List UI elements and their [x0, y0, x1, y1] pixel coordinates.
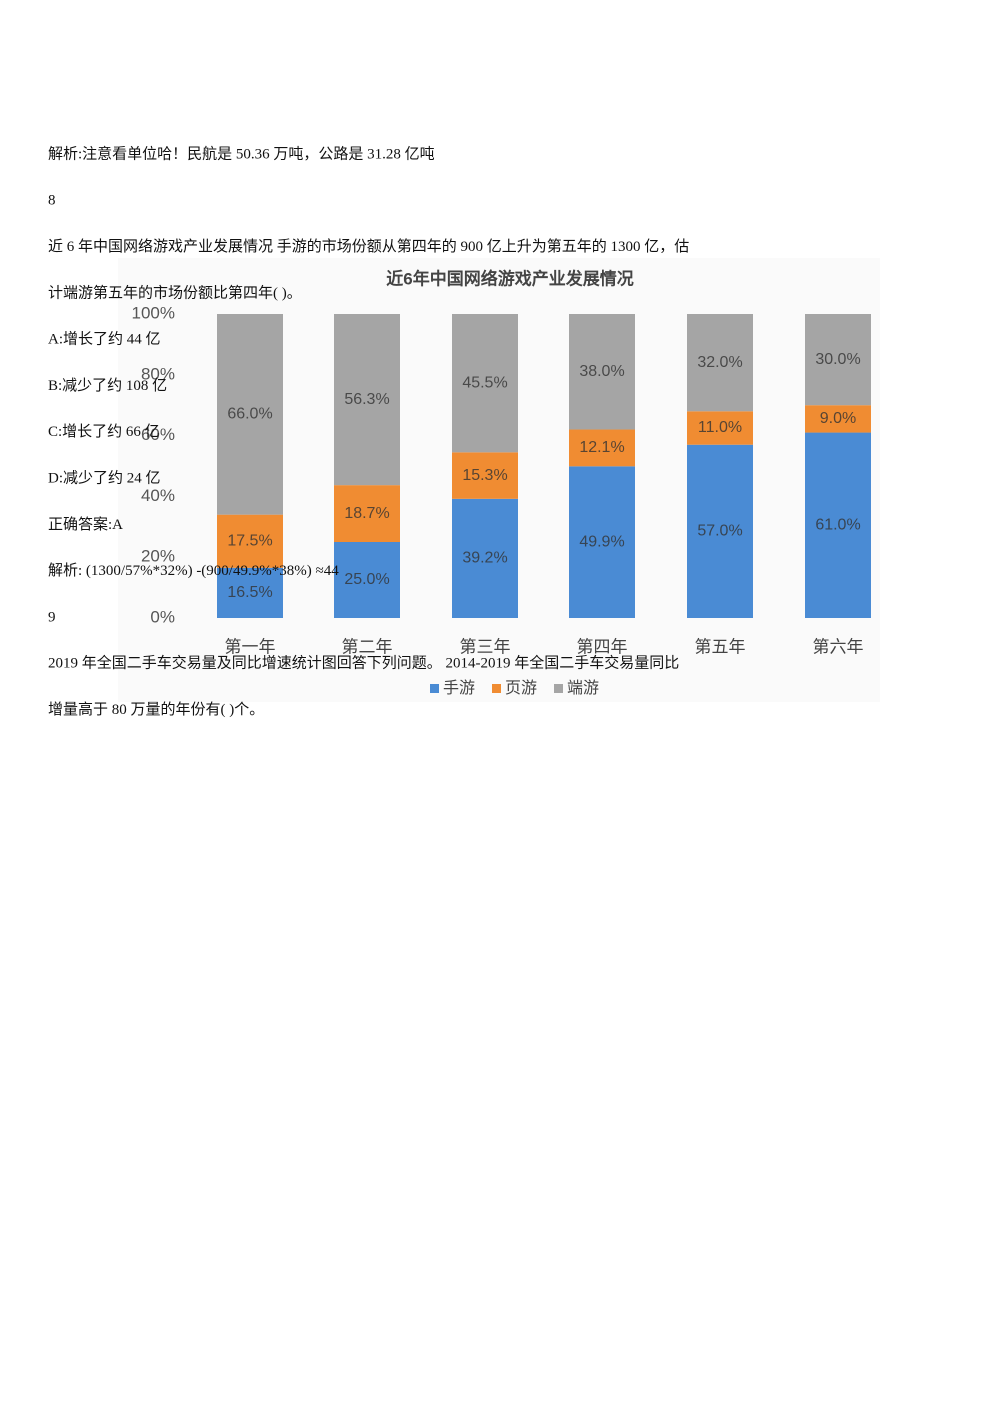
data-label: 16.5%: [227, 584, 272, 601]
bar-segment: [334, 542, 400, 618]
bar-segment: [569, 314, 635, 430]
data-label: 49.9%: [579, 533, 624, 550]
legend-swatch: [492, 684, 501, 693]
x-tick-label: 第五年: [695, 637, 746, 656]
data-label: 57.0%: [697, 523, 742, 540]
document-text: 解析:注意看单位哈！民航是 50.36 万吨，公路是 31.28 亿吨 8 近 6 …: [48, 144, 689, 718]
x-tick-label: 第一年: [225, 637, 276, 656]
bar-segment: [805, 405, 871, 433]
bar-segment: [452, 452, 518, 499]
text-line: 2019 年全国二手车交易量及同比增速统计图回答下列问题。 2014-2019 …: [48, 654, 679, 672]
bar-segment: [334, 485, 400, 542]
text-line: B:减少了约 108 亿: [48, 377, 167, 394]
bar-segment: [452, 498, 518, 618]
bar-segment: [217, 514, 283, 568]
x-tick-label: 第二年: [342, 637, 393, 656]
y-tick-label: 60%: [141, 425, 175, 444]
chart: 近6年中国网络游戏产业发展情况 0% 20% 40% 60% 80% 100% 16.5% 17…: [132, 268, 871, 697]
y-tick-label: 0%: [150, 607, 175, 626]
text-line: A:增长了约 44 亿: [48, 331, 161, 348]
legend-label: 手游: [443, 679, 475, 697]
bar-segment: [569, 466, 635, 618]
data-label: 9.0%: [820, 410, 856, 427]
text-line: 计端游第五年的市场份额比第四年( )。: [48, 283, 302, 301]
y-tick-label: 40%: [141, 486, 175, 505]
bar-segment: [687, 411, 753, 445]
text-line: 9: [48, 609, 56, 625]
data-label: 17.5%: [227, 532, 272, 549]
y-tick-label: 100%: [132, 303, 175, 322]
bar-segment: [452, 314, 518, 453]
data-label: 66.0%: [227, 406, 272, 423]
data-label: 15.3%: [462, 467, 507, 484]
bar-segment: [217, 567, 283, 618]
bar-segment: [569, 429, 635, 467]
text-line: 8: [48, 193, 56, 209]
text-line: 正确答案:A: [48, 515, 123, 533]
legend-swatch: [554, 684, 563, 693]
data-label: 32.0%: [697, 354, 742, 371]
data-label: 11.0%: [698, 419, 742, 436]
data-label: 39.2%: [462, 550, 507, 567]
legend-label: 端游: [567, 679, 599, 697]
bar-segment: [687, 314, 753, 412]
text-line: C:增长了约 66 亿: [48, 423, 160, 440]
y-tick-label: 80%: [141, 364, 175, 383]
x-tick-label: 第三年: [460, 637, 511, 656]
data-label: 38.0%: [579, 363, 624, 380]
x-tick-label: 第四年: [577, 637, 628, 656]
data-label: 12.1%: [579, 439, 624, 456]
bar-segment: [334, 314, 400, 486]
bar-segment: [805, 432, 871, 618]
data-label: 18.7%: [344, 505, 389, 522]
data-label: 45.5%: [462, 374, 507, 391]
text-line: 近 6 年中国网络游戏产业发展情况 手游的市场份额从第四年的 900 亿上升为第…: [48, 237, 689, 255]
legend-label: 页游: [505, 679, 537, 697]
chart-title: 近6年中国网络游戏产业发展情况: [386, 268, 633, 288]
bar-segment: [687, 444, 753, 618]
data-label: 56.3%: [344, 391, 389, 408]
bar-segment: [805, 314, 871, 406]
text-line: D:减少了约 24 亿: [48, 470, 161, 487]
data-label: 61.0%: [815, 516, 860, 533]
legend-swatch: [430, 684, 439, 693]
text-line: 增量高于 80 万量的年份有( )个。: [48, 701, 264, 718]
x-tick-label: 第六年: [813, 637, 864, 656]
bar-segment: [217, 314, 283, 515]
data-label: 25.0%: [344, 571, 389, 588]
text-line: 解析: (1300/57%*32%) -(900/49.9%*38%) ≈44: [48, 562, 339, 579]
y-tick-label: 20%: [141, 547, 175, 566]
data-label: 30.0%: [815, 351, 860, 368]
text-line: 解析:注意看单位哈！民航是 50.36 万吨，公路是 31.28 亿吨: [48, 144, 435, 162]
